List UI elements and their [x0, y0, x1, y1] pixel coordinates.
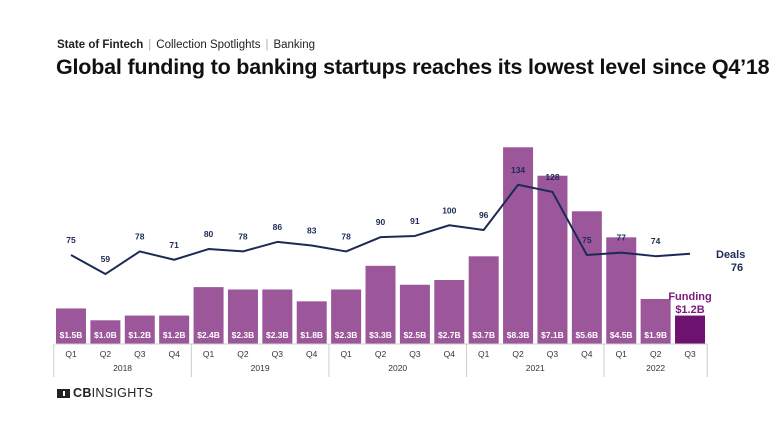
year-label: 2018 [113, 363, 132, 373]
bar-value-label: $1.0B [94, 330, 117, 340]
funding-legend-label: Funding [668, 291, 711, 303]
quarter-label: Q3 [409, 349, 421, 359]
quarter-label: Q4 [581, 349, 593, 359]
quarter-label: Q3 [547, 349, 559, 359]
bar-value-label: $1.8B [300, 330, 323, 340]
year-label: 2022 [646, 363, 665, 373]
deal-count-label: 59 [101, 254, 111, 264]
funding-bar [571, 211, 602, 344]
bar-value-label: $2.3B [266, 330, 289, 340]
quarter-label: Q2 [100, 349, 112, 359]
year-label: 2020 [388, 363, 407, 373]
funding-bar [365, 265, 396, 344]
deal-count-label: 71 [169, 240, 179, 250]
quarter-label: Q2 [237, 349, 249, 359]
breadcrumb-item: State of Fintech [57, 39, 144, 51]
deal-count-label: 96 [479, 210, 489, 220]
bar-value-label: $1.2B [128, 330, 151, 340]
quarter-label: Q4 [444, 349, 456, 359]
quarter-label: Q1 [65, 349, 77, 359]
bar-value-label: $7.1B [541, 330, 564, 340]
bar-value-label: $2.7B [438, 330, 461, 340]
quarter-label: Q1 [478, 349, 490, 359]
funding-bar [56, 308, 86, 344]
logo-icon [57, 388, 70, 398]
funding-bar [193, 287, 224, 344]
funding-bar [503, 147, 534, 344]
funding-bar [159, 315, 190, 344]
bar-value-label: $1.5B [60, 330, 83, 340]
deal-count-label: 100 [442, 205, 456, 215]
deal-count-label: 134 [511, 165, 525, 175]
breadcrumb-item: Collection Spotlights [156, 39, 261, 51]
deal-count-label: 91 [410, 216, 420, 226]
funding-bar [331, 289, 362, 344]
deal-count-label: 83 [307, 225, 317, 235]
deal-count-label: 78 [341, 231, 351, 241]
funding-bar [468, 256, 499, 344]
quarter-label: Q2 [375, 349, 387, 359]
bar-value-label: $1.9B [644, 330, 667, 340]
funding-bar [640, 298, 671, 344]
funding-bar [606, 237, 637, 344]
page-title: Global funding to banking startups reach… [56, 55, 770, 79]
breadcrumb-item: Banking [273, 39, 316, 51]
bar-value-label: $1.2B [163, 330, 186, 340]
funding-bar [124, 315, 155, 344]
funding-bar [90, 320, 121, 344]
bar-value-label: $4.5B [610, 330, 633, 340]
funding-legend-value: $1.2B [675, 304, 704, 316]
deal-count-label: 128 [545, 172, 559, 182]
deal-count-label: 74 [651, 236, 661, 246]
deal-count-label: 78 [135, 231, 145, 241]
bar-value-label: $2.3B [335, 330, 358, 340]
quarter-label: Q2 [650, 349, 662, 359]
bar-value-label: $5.6B [576, 330, 599, 340]
funding-bar [399, 284, 430, 344]
deals-line [70, 183, 691, 276]
quarter-label: Q1 [340, 349, 352, 359]
quarter-label: Q1 [616, 349, 628, 359]
year-label: 2021 [526, 363, 545, 373]
funding-bar [434, 280, 465, 344]
deal-count-label: 77 [617, 233, 627, 243]
deal-count-label: 90 [376, 217, 386, 227]
funding-bar [227, 289, 258, 344]
funding-bar [262, 289, 293, 344]
quarter-label: Q3 [684, 349, 696, 359]
quarter-label: Q4 [306, 349, 318, 359]
deal-count-label: 78 [238, 231, 248, 241]
bar-value-label: $8.3B [507, 330, 530, 340]
deal-count-label: 80 [204, 229, 214, 239]
funding-bar [296, 301, 327, 344]
bar-value-label: $2.4B [197, 330, 220, 340]
year-label: 2019 [251, 363, 270, 373]
cb-insights-logo: CB INSIGHTS [57, 386, 153, 400]
deals-legend-label: Deals [716, 249, 745, 261]
deal-count-label: 86 [273, 222, 283, 232]
deals-legend-value: 76 [731, 262, 743, 274]
quarter-label: Q1 [203, 349, 215, 359]
quarter-label: Q4 [168, 349, 180, 359]
logo-insights: INSIGHTS [91, 386, 154, 400]
quarter-label: Q2 [512, 349, 524, 359]
logo-cb: CB [73, 386, 92, 400]
quarter-label: Q3 [134, 349, 146, 359]
funding-bar [675, 315, 706, 344]
funding-bar [537, 175, 568, 344]
quarter-label: Q3 [272, 349, 284, 359]
bar-value-label: $2.5B [404, 330, 427, 340]
bar-value-label: $3.3B [369, 330, 392, 340]
bar-value-label: $2.3B [232, 330, 255, 340]
deal-count-label: 75 [582, 235, 592, 245]
breadcrumb: State of Fintech | Collection Spotlights | B… [57, 39, 316, 51]
deal-count-label: 75 [66, 235, 76, 245]
bar-value-label: $3.7B [472, 330, 495, 340]
